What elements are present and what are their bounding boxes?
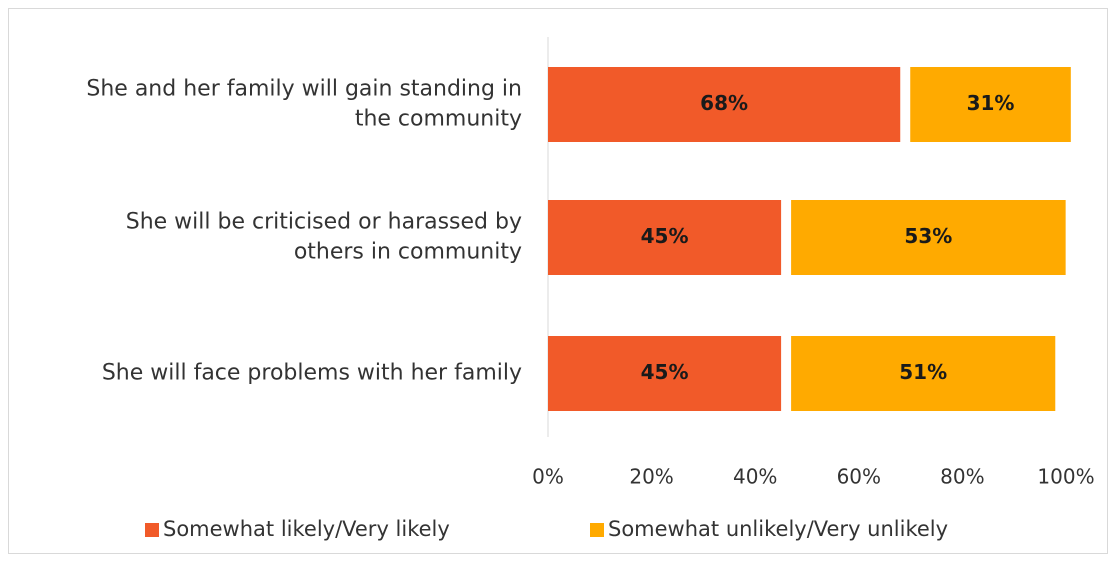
category-label: She will be criticised or harassed by <box>126 210 522 235</box>
data-label: 51% <box>899 360 947 384</box>
category-labels: She and her family will gain standing in… <box>86 77 522 386</box>
x-tick-label: 20% <box>629 465 673 489</box>
data-label: 53% <box>904 224 952 248</box>
stacked-bar-chart: She and her family will gain standing in… <box>86 37 1095 541</box>
x-axis-ticks: 0% 20% 40% 60% 80% 100% <box>532 465 1094 489</box>
bar-likely <box>548 336 782 411</box>
data-label: 45% <box>641 360 689 384</box>
x-tick-label: 100% <box>1037 465 1094 489</box>
legend-swatch <box>145 523 159 537</box>
category-label: the community <box>355 107 522 132</box>
bars: 68% 31% 45% 53% 45% 51% <box>548 67 1071 411</box>
legend-label: Somewhat unlikely/Very unlikely <box>608 517 948 541</box>
data-label: 68% <box>700 91 748 115</box>
legend-swatch <box>590 523 604 537</box>
category-label: She and her family will gain standing in <box>86 77 522 102</box>
x-tick-label: 0% <box>532 465 564 489</box>
category-label: others in community <box>294 240 522 265</box>
legend-label: Somewhat likely/Very likely <box>163 517 450 541</box>
category-label: She will face problems with her family <box>102 361 522 386</box>
x-tick-label: 60% <box>837 465 881 489</box>
bar-unlikely <box>910 67 1071 142</box>
legend: Somewhat likely/Very likely Somewhat unli… <box>145 517 948 541</box>
bar-unlikely <box>791 200 1066 275</box>
bar-likely <box>548 67 901 142</box>
x-tick-label: 40% <box>733 465 777 489</box>
chart-frame: She and her family will gain standing in… <box>8 8 1108 554</box>
bar-likely <box>548 200 782 275</box>
x-tick-label: 80% <box>940 465 984 489</box>
bar-unlikely <box>791 336 1056 411</box>
data-label: 31% <box>967 91 1015 115</box>
data-label: 45% <box>641 224 689 248</box>
